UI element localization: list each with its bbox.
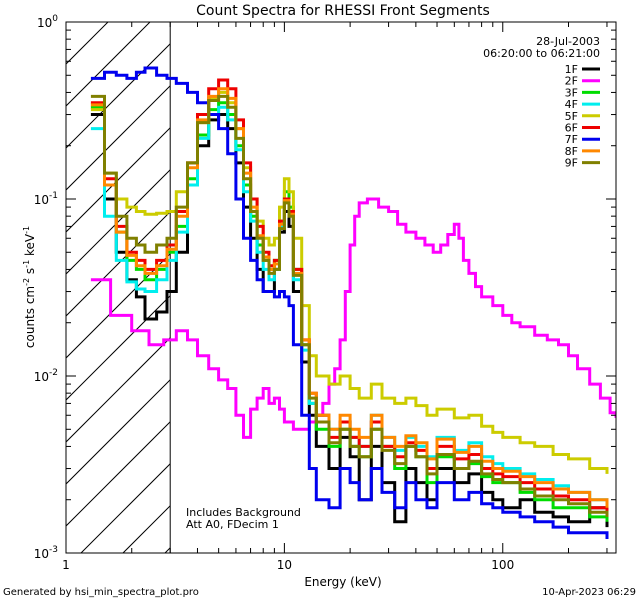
y-axis-label-exponent: -2 xyxy=(22,278,31,286)
series-2F xyxy=(90,197,616,439)
x-tick-label: 10 xyxy=(277,558,292,572)
series-layer xyxy=(90,66,616,539)
y-axis-label-part: s xyxy=(23,268,37,278)
y-axis-label-exponent: -1 xyxy=(22,226,31,234)
legend-label-6F: 6F xyxy=(565,122,578,135)
background-note: Includes Background xyxy=(186,506,301,519)
y-tick-label: 10-3 xyxy=(34,545,58,561)
legend-label-9F: 9F xyxy=(565,157,578,170)
legend-label-4F: 4F xyxy=(565,98,578,111)
date-annotation: 28-Jul-2003 xyxy=(536,35,600,48)
plot-frame xyxy=(65,21,617,554)
legend-label-1F: 1F xyxy=(565,63,578,76)
y-axis-label-part: counts cm xyxy=(23,286,37,348)
legend-label-7F: 7F xyxy=(565,133,578,146)
hatched-region xyxy=(66,22,616,553)
series-9F xyxy=(90,94,609,517)
legend-label-3F: 3F xyxy=(565,86,578,99)
y-axis-label-exponent: -1 xyxy=(22,260,31,268)
legend-label-5F: 5F xyxy=(565,110,578,123)
y-tick-label: 10-1 xyxy=(34,191,58,207)
legend-label-2F: 2F xyxy=(565,75,578,88)
hatch-mask xyxy=(170,22,616,553)
x-axis-label: Energy (keV) xyxy=(304,575,381,589)
timestamp-footer: 10-Apr-2023 06:29 xyxy=(542,587,636,598)
y-tick-label: 10-2 xyxy=(34,368,58,384)
y-tick-label: 100 xyxy=(37,14,58,30)
x-tick-label: 100 xyxy=(491,558,514,572)
y-axis-label: counts cm-2 s-1 keV-1 xyxy=(22,226,37,348)
x-tick-labels: 1 10 100 xyxy=(62,558,514,572)
legend-label-8F: 8F xyxy=(565,145,578,158)
x-tick-label: 1 xyxy=(62,558,70,572)
chart-title: Count Spectra for RHESSI Front Segments xyxy=(196,3,490,19)
series-5F xyxy=(90,90,609,474)
time-range-annotation: 06:20:00 to 06:21:00 xyxy=(483,47,600,60)
y-axis-label-part: keV xyxy=(23,233,37,260)
series-8F xyxy=(90,87,609,508)
generated-by-footer: Generated by hsi_min_spectra_plot.pro xyxy=(3,587,199,598)
axis-ticks xyxy=(65,22,616,554)
attenuator-note: Att A0, FDecim 1 xyxy=(186,518,279,531)
hatch-line xyxy=(66,22,235,191)
y-tick-labels: 100 10-1 10-2 10-3 xyxy=(34,14,59,561)
